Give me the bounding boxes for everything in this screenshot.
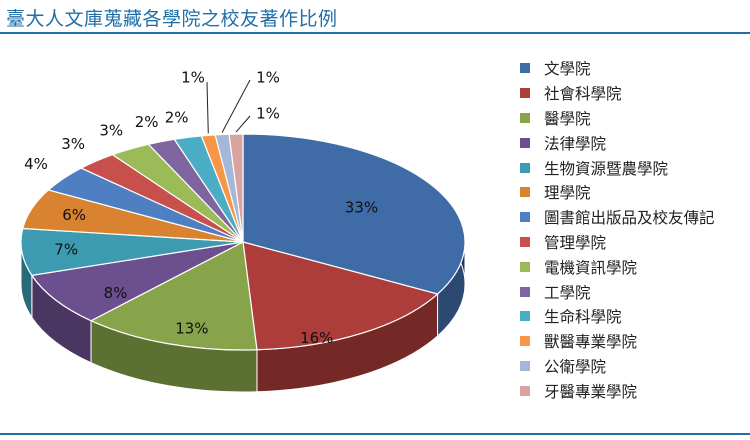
legend-item-13: 牙醫專業學院 xyxy=(520,378,715,403)
legend-item-2: 醫學院 xyxy=(520,106,715,131)
slice-1 xyxy=(242,241,439,351)
legend-item-9: 工學院 xyxy=(520,279,715,304)
data-label-5: 6% xyxy=(62,206,86,224)
legend-label: 管理學院 xyxy=(544,233,607,252)
slice-13 xyxy=(228,133,244,243)
legend-label: 獸醫專業學院 xyxy=(544,333,638,352)
legend-swatch xyxy=(520,261,530,272)
legend-label: 法律學院 xyxy=(544,134,607,153)
legend-label: 牙醫專業學院 xyxy=(544,382,638,401)
legend-swatch xyxy=(520,187,530,198)
legend-swatch xyxy=(520,311,530,322)
data-label-13: 1% xyxy=(256,105,280,123)
data-label-12: 1% xyxy=(256,69,280,87)
legend-label: 理學院 xyxy=(544,184,591,203)
data-label-3: 8% xyxy=(104,284,128,302)
legend-label: 工學院 xyxy=(544,283,591,302)
legend-swatch xyxy=(520,360,530,371)
data-label-7: 3% xyxy=(61,135,85,153)
title-divider xyxy=(0,32,750,34)
data-label-8: 3% xyxy=(99,121,123,139)
legend-swatch xyxy=(520,286,530,297)
slice-3 xyxy=(30,241,244,322)
legend-swatch xyxy=(520,212,530,223)
pie-chart: 33% 16% 13% 8% 7% 6% 4% 3% 3% 2% 2% 1% 1% 1% xyxy=(20,69,466,393)
legend-swatch xyxy=(520,112,530,123)
legend-swatch xyxy=(520,63,530,74)
legend-item-1: 社會科學院 xyxy=(520,81,715,106)
legend-item-6: 圖書館出版品及校友傳記 xyxy=(520,205,715,230)
legend-item-0: 文學院 xyxy=(520,56,715,81)
legend-label: 公衛學院 xyxy=(544,357,607,376)
leader-line-13 xyxy=(235,115,251,133)
legend-swatch xyxy=(520,88,530,99)
legend-label: 文學院 xyxy=(544,60,591,79)
legend-item-8: 電機資訊學院 xyxy=(520,254,715,279)
legend-swatch xyxy=(520,336,530,347)
legend-item-5: 理學院 xyxy=(520,180,715,205)
data-label-6: 4% xyxy=(24,155,48,173)
data-label-9: 2% xyxy=(135,113,159,131)
pie-top xyxy=(20,133,466,351)
legend-swatch xyxy=(520,162,530,173)
legend-label: 電機資訊學院 xyxy=(544,258,638,277)
legend-item-3: 法律學院 xyxy=(520,130,715,155)
legend-item-12: 公衛學院 xyxy=(520,354,715,379)
legend-item-7: 管理學院 xyxy=(520,230,715,255)
legend-swatch xyxy=(520,137,530,148)
pie-labels: 33% 16% 13% 8% 7% 6% 4% 3% 3% 2% 2% 1% 1% 1% xyxy=(24,69,378,348)
leader-line-11 xyxy=(206,81,209,134)
legend-swatch xyxy=(520,385,530,396)
page-title: 臺大人文庫蒐藏各學院之校友著作比例 xyxy=(6,8,338,30)
legend-swatch xyxy=(520,236,530,247)
legend-label: 醫學院 xyxy=(544,109,591,128)
legend-label: 生物資源暨農學院 xyxy=(544,159,669,178)
bottom-divider xyxy=(0,433,750,435)
data-label-2: 13% xyxy=(175,320,208,338)
legend-item-10: 生命科學院 xyxy=(520,304,715,329)
data-label-1: 16% xyxy=(300,329,333,347)
data-label-4: 7% xyxy=(54,241,78,259)
leader-line-12 xyxy=(221,79,251,133)
data-label-10: 2% xyxy=(165,108,189,126)
data-label-0: 33% xyxy=(345,198,378,216)
legend-item-11: 獸醫專業學院 xyxy=(520,329,715,354)
legend-label: 圖書館出版品及校友傳記 xyxy=(544,209,715,228)
legend-label: 社會科學院 xyxy=(544,85,622,104)
slice-0 xyxy=(242,133,466,295)
chart-legend: 文學院社會科學院醫學院法律學院生物資源暨農學院 理學院圖書館出版品及校友傳記 管理學… xyxy=(520,56,715,403)
slice-2 xyxy=(89,241,258,351)
legend-item-4: 生物資源暨農學院 xyxy=(520,155,715,180)
data-label-11: 1% xyxy=(181,69,205,87)
legend-label: 生命科學院 xyxy=(544,308,622,327)
